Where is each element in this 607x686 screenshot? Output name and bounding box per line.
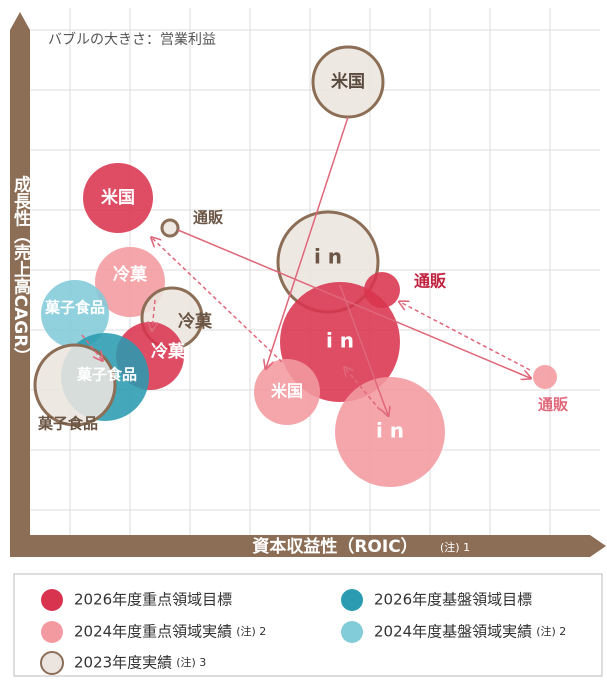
bubble <box>533 365 557 389</box>
legend-swatch <box>40 651 64 675</box>
legend <box>13 573 603 677</box>
bubble-label: 米国 <box>101 187 135 208</box>
bubble-label: 冷菓 <box>151 341 186 362</box>
legend-label: 2026年度基盤領域目標 <box>374 591 532 609</box>
arrow <box>81 334 102 360</box>
arrow <box>339 284 388 415</box>
bubble-label: 通販 <box>193 209 224 227</box>
arrows <box>81 116 531 415</box>
legend-note: (注) 3 <box>176 655 206 669</box>
y-axis-label: 成長性（売上高CAGR） <box>10 175 31 365</box>
x-axis-label: 資本収益性（ROIC） <box>252 536 417 557</box>
bubble-label: i n <box>314 245 342 269</box>
legend-label: 2024年度重点領域実績 <box>74 623 232 641</box>
bubble-label: 菓子食品 <box>44 299 105 317</box>
y-axis <box>10 12 30 535</box>
legend-items: 2026年度重点領域目標 2026年度基盤領域目標 2024年度重点領域実績 (注) … <box>40 589 566 675</box>
bubble-label: 冷菓 <box>178 311 213 332</box>
bubble-label: 通販 <box>538 396 569 414</box>
legend-note: (注) 2 <box>536 624 566 638</box>
bubble-label: 菓子食品 <box>37 415 98 433</box>
legend-note: (注) 2 <box>236 624 266 638</box>
legend-swatch <box>341 621 363 643</box>
x-axis-note: (注) 1 <box>440 540 470 554</box>
legend-swatch <box>341 589 363 611</box>
arrow <box>177 229 530 378</box>
x-axis <box>10 535 606 557</box>
legend-label: 2026年度重点領域目標 <box>74 591 232 609</box>
bubble-label: 菓子食品 <box>76 366 137 384</box>
bubble-label: 冷菓 <box>113 264 148 285</box>
bubble <box>83 163 153 233</box>
arrow <box>400 302 531 371</box>
legend-swatch <box>41 589 63 611</box>
bubble-label: 米国 <box>331 71 365 92</box>
title: バブルの大きさ：営業利益 <box>48 31 216 48</box>
bubble <box>335 377 445 487</box>
bubble-label: i n <box>326 329 354 353</box>
bubble-label: 米国 <box>271 382 303 401</box>
legend-label: 2024年度基盤領域実績 <box>374 623 532 641</box>
bubble-label: 通販 <box>414 272 447 291</box>
arrow <box>152 299 155 330</box>
bubbles <box>33 45 557 487</box>
legend-label: 2023年度実績 <box>74 654 172 672</box>
arrow <box>345 368 381 411</box>
bubble <box>254 359 320 425</box>
bubble <box>33 343 117 427</box>
bubble <box>41 280 109 348</box>
bubble-label: i n <box>376 419 404 443</box>
arrow <box>152 238 283 363</box>
bubble <box>160 218 180 238</box>
legend-swatch <box>41 621 63 643</box>
arrow <box>266 116 349 368</box>
